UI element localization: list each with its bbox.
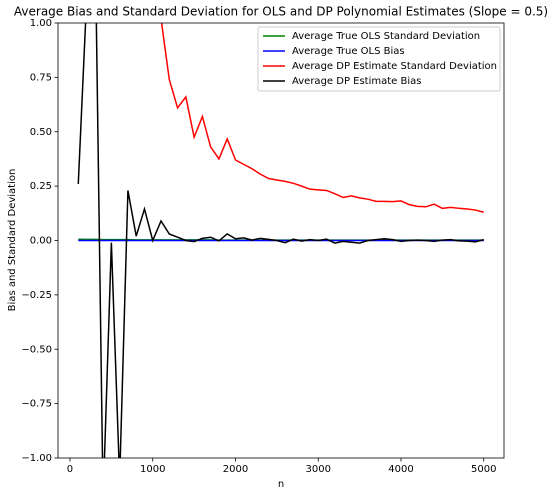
series-line (77, 23, 484, 458)
y-tick-label: 0.75 (30, 72, 52, 83)
x-axis-label: n (278, 479, 284, 490)
x-tick-label: 0 (67, 464, 73, 475)
y-tick-label: 0.00 (30, 236, 52, 247)
x-tick-label: 4000 (388, 464, 413, 475)
y-tick-label: 1.00 (30, 18, 52, 29)
y-tick-label: −0.50 (21, 344, 52, 355)
y-tick-label: −1.00 (21, 453, 52, 464)
x-tick-label: 1000 (140, 464, 165, 475)
plot-lines (77, 23, 484, 458)
chart-title: Average Bias and Standard Deviation for … (14, 5, 548, 19)
y-axis-label: Bias and Standard Deviation (7, 169, 18, 312)
x-tick-label: 5000 (471, 464, 496, 475)
y-tick-label: −0.25 (21, 290, 52, 301)
y-tick-label: 0.50 (30, 127, 52, 138)
y-tick-label: 0.25 (30, 181, 52, 192)
x-tick-label: 3000 (306, 464, 331, 475)
y-tick-label: −0.75 (21, 399, 52, 410)
legend-box (257, 26, 501, 92)
x-tick-label: 2000 (223, 464, 248, 475)
legend-label: Average DP Estimate Bias (292, 76, 421, 87)
legend-label: Average True OLS Bias (292, 46, 405, 57)
series-line (160, 23, 484, 213)
legend-label: Average DP Estimate Standard Deviation (292, 61, 497, 72)
legend-label: Average True OLS Standard Deviation (292, 31, 480, 42)
